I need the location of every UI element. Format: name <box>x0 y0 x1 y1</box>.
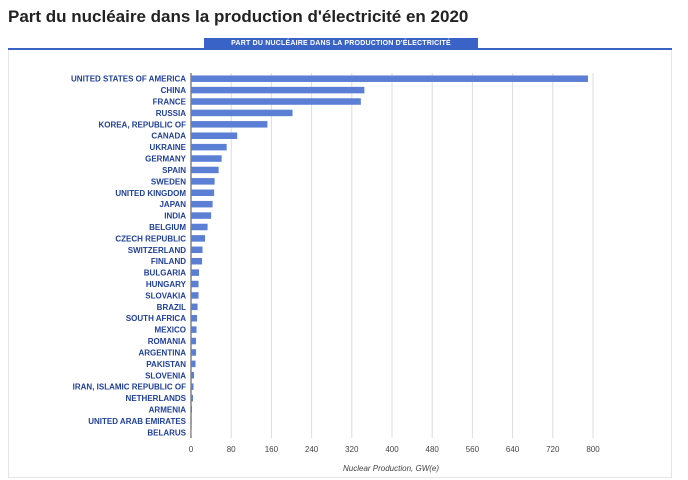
bar[interactable] <box>191 292 199 299</box>
category-label: BELGIUM <box>149 223 186 232</box>
category-label: BULGARIA <box>144 269 186 278</box>
bar[interactable] <box>191 326 197 333</box>
bar[interactable] <box>191 200 213 208</box>
bar[interactable] <box>191 223 208 231</box>
x-tick-label: 240 <box>305 445 319 454</box>
category-label: CZECH REPUBLIC <box>115 234 186 243</box>
bar[interactable] <box>191 109 293 117</box>
category-label: SPAIN <box>162 166 186 175</box>
category-label: GERMANY <box>145 155 187 164</box>
x-tick-label: 320 <box>345 445 359 454</box>
x-tick-label: 0 <box>189 445 194 454</box>
bar[interactable] <box>191 383 194 390</box>
category-label: SWITZERLAND <box>128 246 186 255</box>
category-label: UNITED KINGDOM <box>115 189 186 198</box>
category-label: BRAZIL <box>157 303 186 312</box>
category-label: RUSSIA <box>156 109 186 118</box>
x-axis-title: Nuclear Production, GW(e) <box>343 464 439 473</box>
gridlines <box>190 73 594 438</box>
bar[interactable] <box>191 132 238 139</box>
bar[interactable] <box>191 406 193 413</box>
category-label: CHINA <box>161 86 187 95</box>
x-tick-label: 640 <box>506 445 520 454</box>
bar[interactable] <box>191 155 222 162</box>
bars <box>191 75 588 436</box>
category-label: FINLAND <box>151 257 186 266</box>
category-label: INDIA <box>164 212 186 221</box>
x-tick-label: 560 <box>466 445 480 454</box>
bar[interactable] <box>191 429 192 436</box>
category-label: HUNGARY <box>146 280 187 289</box>
bar[interactable] <box>191 257 203 265</box>
bar[interactable] <box>191 394 194 402</box>
bar[interactable] <box>191 178 215 185</box>
x-tick-label: 160 <box>265 445 279 454</box>
page-title: Part du nucléaire dans la production d'é… <box>8 7 469 26</box>
bar[interactable] <box>191 98 361 105</box>
category-label: NETHERLANDS <box>126 394 187 403</box>
x-tick-label: 80 <box>227 445 236 454</box>
category-label: SWEDEN <box>151 177 186 186</box>
category-labels: UNITED STATES OF AMERICA CHINA FRANCE RUSSI… <box>71 75 187 438</box>
category-label: SOUTH AFRICA <box>126 314 186 323</box>
category-label: FRANCE <box>153 98 187 107</box>
category-label: ARGENTINA <box>138 348 186 357</box>
x-tick-label: 800 <box>586 445 600 454</box>
bar[interactable] <box>191 212 212 219</box>
category-label: UNITED ARAB EMIRATES <box>88 417 186 426</box>
x-tick-label: 720 <box>546 445 560 454</box>
bar[interactable] <box>191 280 199 288</box>
bar[interactable] <box>191 75 588 82</box>
bar[interactable] <box>191 337 197 345</box>
bar[interactable] <box>191 143 227 151</box>
x-tick-labels: 0 80 160 240 320 400 480 560 640 720 800 <box>189 445 600 454</box>
bar[interactable] <box>191 189 215 197</box>
category-label: SLOVAKIA <box>145 291 186 300</box>
category-label: UNITED STATES OF AMERICA <box>71 75 186 84</box>
category-label: CANADA <box>151 132 186 141</box>
bar[interactable] <box>191 235 206 242</box>
category-label: SLOVENIA <box>145 371 186 380</box>
bar[interactable] <box>191 121 268 128</box>
category-label: ROMANIA <box>148 337 186 346</box>
category-label: MEXICO <box>154 326 186 335</box>
bar[interactable] <box>191 360 196 368</box>
bar[interactable] <box>191 417 192 425</box>
category-label: UKRAINE <box>150 143 187 152</box>
x-tick-label: 400 <box>385 445 399 454</box>
category-label: JAPAN <box>159 200 186 209</box>
bar[interactable] <box>191 314 198 322</box>
chart-frame <box>8 50 672 478</box>
category-label: IRAN, ISLAMIC REPUBLIC OF <box>73 383 186 392</box>
x-tick-label: 480 <box>426 445 440 454</box>
bar[interactable] <box>191 303 198 311</box>
category-label: PAKISTAN <box>146 360 186 369</box>
category-label: BELARUS <box>147 428 186 437</box>
bar[interactable] <box>191 372 195 379</box>
category-label: KOREA, REPUBLIC OF <box>98 120 186 129</box>
bar[interactable] <box>191 349 197 356</box>
bar[interactable] <box>191 86 365 94</box>
bar[interactable] <box>191 246 203 254</box>
chart-title: PART DU NUCLÉAIRE DANS LA PRODUCTION D'É… <box>204 38 478 50</box>
category-label: ARMENIA <box>149 405 187 414</box>
bar[interactable] <box>191 166 219 174</box>
bar[interactable] <box>191 269 200 276</box>
